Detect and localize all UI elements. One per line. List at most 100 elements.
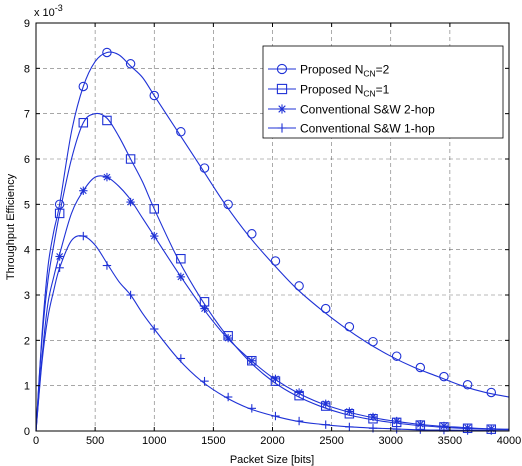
series-2-point-shape: [54, 208, 65, 219]
series-1-point-shape: [439, 371, 449, 382]
y-tick-label: 3: [24, 290, 30, 302]
series-3-point: [392, 416, 401, 426]
series-2-point-shape: [125, 154, 136, 164]
series-4-point: [439, 425, 449, 435]
y-tick-label: 1: [24, 381, 30, 393]
legend-marker: [276, 83, 288, 95]
series-1-point: [102, 47, 112, 58]
series-1-point-shape: [149, 90, 160, 101]
legend-marker-stroke: [278, 105, 286, 113]
series-3-point-stroke: [224, 334, 232, 342]
series-2-point: [102, 115, 112, 126]
legend-label-name: Proposed N: [300, 83, 363, 97]
series-1-point-shape: [415, 362, 426, 373]
series-1-point-shape: [102, 47, 112, 58]
series-1-point: [368, 336, 378, 347]
series-3-point-stroke: [103, 173, 111, 181]
series-4-point: [79, 231, 88, 241]
y-tick-label: 5: [24, 199, 30, 211]
y-tick-label: 6: [24, 154, 30, 166]
series-1-point-shape: [223, 199, 233, 210]
x-tick-label: 500: [86, 435, 104, 447]
series-3-point-stroke: [127, 198, 135, 206]
legend-marker-shape: [276, 83, 288, 95]
y-tick-label: 4: [24, 245, 30, 257]
series-1-point-shape: [270, 256, 281, 266]
series-4-point: [126, 290, 135, 300]
series-3-point-stroke: [322, 400, 330, 408]
series-1-point-shape: [199, 163, 210, 173]
series-1-point-shape: [78, 81, 89, 92]
series-4-point: [200, 376, 209, 386]
legend-label-suffix: =2: [376, 63, 390, 77]
series-1-point: [415, 362, 426, 373]
series-4-point: [176, 354, 186, 363]
series-3-point: [176, 272, 186, 282]
legend-label: Proposed NCN=2: [300, 63, 390, 79]
series-2-point: [149, 204, 160, 214]
x-tick-label: 2000: [260, 435, 284, 447]
series-4-point: [345, 422, 354, 432]
series-2-point: [78, 117, 89, 128]
legend-label-name: Proposed N: [300, 63, 363, 77]
series-3-point-stroke: [150, 232, 158, 240]
series-1-point-shape: [391, 351, 402, 361]
legend-marker: [277, 104, 287, 114]
series-1-point-shape: [54, 199, 65, 210]
series-1-point: [294, 281, 304, 291]
series-3-point-stroke: [248, 357, 256, 365]
legend-box: [262, 45, 504, 139]
series-3-point-stroke: [79, 187, 87, 195]
series-3-point-stroke: [369, 413, 377, 421]
series-3-point-stroke: [393, 417, 401, 425]
series-4-point: [392, 424, 401, 434]
legend-label-name: Conventional S&W 1-hop: [300, 122, 435, 136]
series-1-point: [344, 321, 355, 332]
series-3-point-stroke: [345, 408, 353, 415]
series-4-point: [416, 425, 425, 434]
series-1-point: [439, 371, 449, 382]
series-1-point: [199, 163, 210, 173]
x-tick-label: 4000: [497, 435, 521, 447]
series-3-point: [368, 412, 378, 422]
series-3-point: [321, 399, 330, 408]
series-1: [35, 47, 510, 432]
series-3-point-stroke: [177, 273, 185, 281]
series-1-point: [176, 127, 186, 137]
y-tick-label: 8: [24, 63, 30, 75]
y-tick-label: 9: [24, 18, 30, 30]
legend-marker-shape: [276, 63, 288, 75]
series-3-point: [345, 407, 354, 416]
legend-label-subscript: CN: [363, 89, 375, 99]
series-1-point: [125, 59, 136, 69]
series-1-point: [247, 229, 257, 239]
y-multiplier: x 10-3: [34, 3, 63, 19]
series-1-point: [462, 380, 473, 390]
series-2-point: [54, 208, 65, 219]
series-1-point-shape: [294, 281, 304, 291]
legend-label-name: Conventional S&W 2-hop: [300, 103, 435, 117]
legend-label-subscript: CN: [363, 69, 375, 79]
series-1-point: [270, 256, 281, 266]
series-2-point-shape: [78, 117, 89, 128]
series-3-line: [35, 175, 510, 432]
series-1-point: [149, 90, 160, 101]
series-1-point: [78, 81, 89, 92]
legend-entry-4: Conventional S&W 1-hop: [268, 122, 435, 136]
y-tick-label: 2: [24, 335, 30, 347]
legend-label: Conventional S&W 2-hop: [300, 103, 435, 117]
legend-marker: [277, 123, 287, 133]
series-2-point-shape: [176, 253, 186, 264]
series-3-point-stroke: [272, 375, 279, 383]
series-4-point: [150, 324, 159, 334]
series-3-point: [150, 231, 159, 241]
series-2-point: [176, 253, 186, 264]
x-tick-label: 0: [33, 435, 39, 447]
series-4-line: [35, 235, 510, 432]
series-2-line: [35, 112, 510, 432]
series-3-point: [223, 333, 233, 343]
series-3-point: [55, 252, 64, 261]
series-3-point: [247, 356, 257, 365]
series-1-point: [223, 199, 233, 210]
